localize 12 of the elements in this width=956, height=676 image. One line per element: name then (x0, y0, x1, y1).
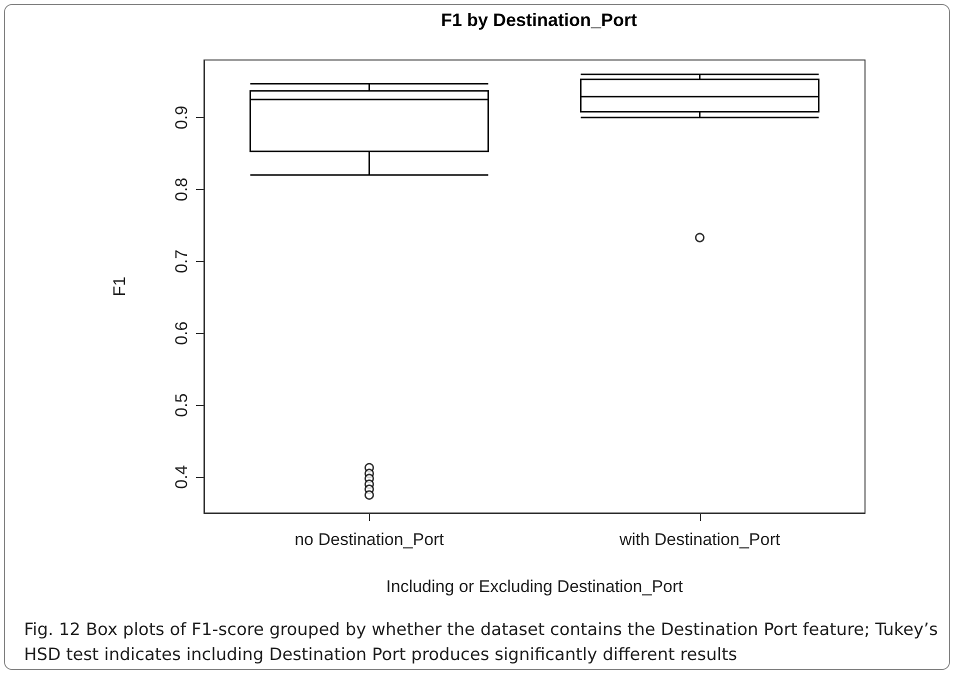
x-tick-label: with Destination_Port (618, 530, 780, 549)
y-tick-label: 0.8 (172, 178, 191, 202)
y-tick-label: 0.9 (172, 106, 191, 130)
x-tick-label: no Destination_Port (294, 530, 444, 549)
x-axis-title: Including or Excluding Destination_Port (386, 577, 684, 596)
caption: Fig. 12 Box plots of F1-score grouped by whether the dataset contains the Destination Port feature; Tukey’s HSD test indicates including Destination Port produces significantly different results (24, 619, 939, 667)
y-tick-label: 0.7 (172, 250, 191, 274)
y-tick-label: 0.5 (172, 393, 191, 417)
chart-title: F1 by Destination_Port (440, 10, 638, 30)
y-tick-label: 0.6 (172, 321, 191, 346)
y-axis-title: F1 (110, 276, 129, 296)
y-tick-label: 0.4 (172, 465, 191, 489)
